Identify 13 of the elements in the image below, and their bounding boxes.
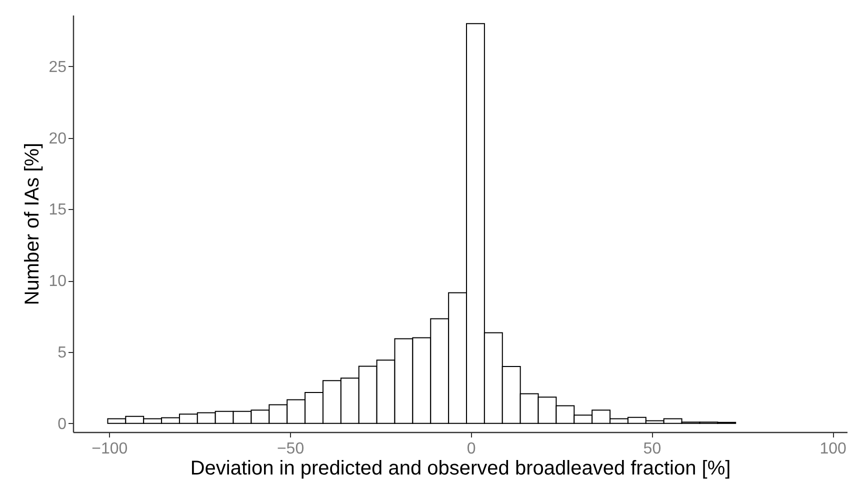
x-tick-label: 0 — [466, 440, 476, 458]
y-tick-label: 25 — [48, 58, 67, 76]
x-tick-label: −50 — [276, 440, 304, 458]
x-axis-title: Deviation in predicted and observed broadleaved fraction [%] — [190, 458, 731, 480]
x-tick-label: 50 — [643, 440, 662, 458]
y-tick-label: 0 — [58, 416, 67, 433]
y-tick-label: 15 — [48, 202, 67, 219]
x-tick-label: −100 — [92, 440, 128, 458]
x-tick-label: 100 — [820, 440, 846, 458]
y-tick-label: 5 — [58, 344, 67, 362]
y-axis-title: Number of IAs [%] — [22, 142, 44, 306]
y-tick-label: 20 — [48, 130, 67, 148]
y-tick-label: 10 — [48, 273, 67, 290]
